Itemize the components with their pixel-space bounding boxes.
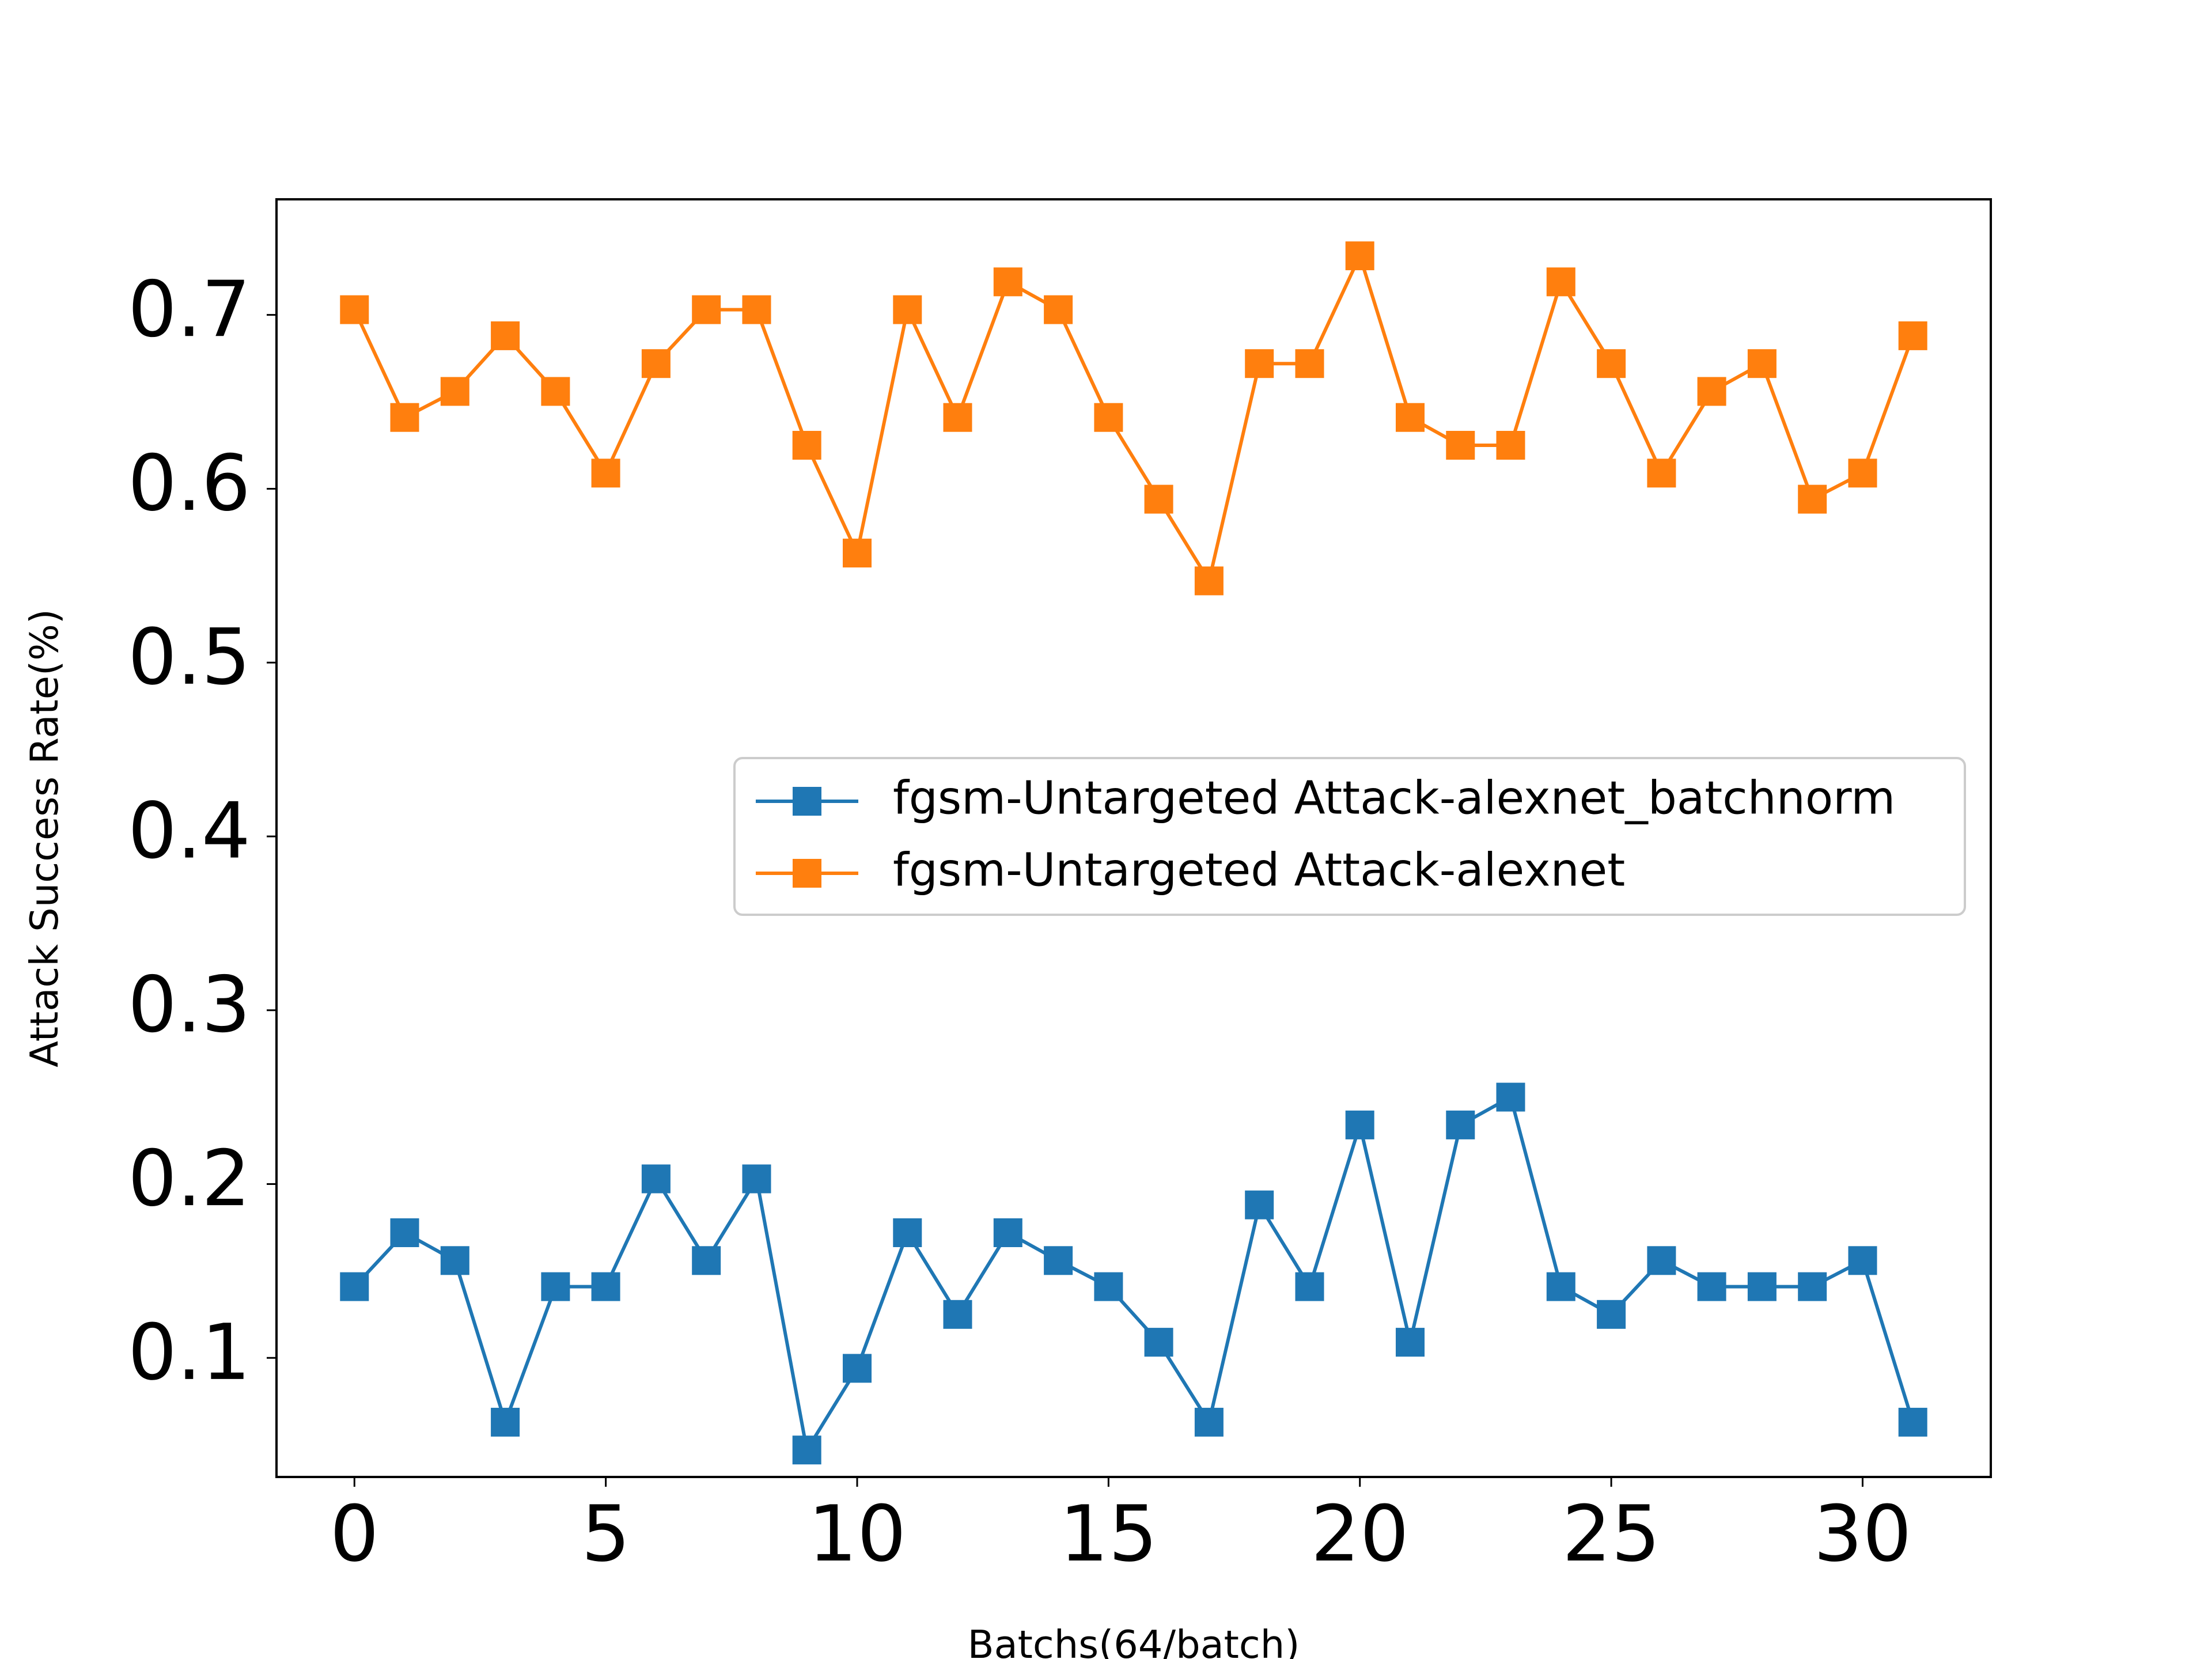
series-2 [340,241,1927,596]
series-1-point-29 [1798,1272,1827,1301]
series-1-point-8 [742,1164,771,1194]
series-2-point-23 [1496,431,1525,460]
series-1-point-28 [1747,1272,1777,1301]
legend-box [733,757,1966,916]
y-tick-label-0.7: 0.7 [128,264,251,354]
y-axis-ticks: 0.1 0.2 0.3 0.4 0.5 0.6 0.7 [128,264,276,1397]
legend: fgsm-Untargeted Attack-alexnet_batchnorm… [733,757,1966,916]
series-1-point-24 [1546,1272,1575,1301]
series-1-point-5 [591,1272,620,1301]
series-1-point-21 [1396,1328,1425,1357]
series-1-point-27 [1697,1272,1726,1301]
series-1-point-20 [1345,1110,1374,1139]
series-2-point-0 [340,295,369,324]
series-2-point-11 [893,295,922,324]
x-tick-label-0: 0 [330,1489,379,1579]
series-2-point-22 [1446,431,1475,460]
y-tick-label-0.5: 0.5 [128,612,251,702]
legend-entry-1-label: fgsm-Untargeted Attack-alexnet_batchnorm [893,771,1895,824]
series-2-point-6 [641,349,671,378]
series-1-point-3 [491,1407,520,1437]
series-1-point-12 [943,1300,972,1329]
series-2-point-30 [1848,459,1877,488]
x-axis-ticks: 0 5 10 15 20 25 30 [330,1477,1912,1579]
series-2-point-3 [491,321,520,350]
series-2-point-20 [1345,241,1374,271]
series-1-point-4 [541,1272,570,1301]
series-2-point-7 [692,295,721,324]
y-tick-label-0.3: 0.3 [128,960,251,1050]
x-tick-label-25: 25 [1562,1489,1661,1579]
series-1-point-13 [993,1218,1022,1247]
series-2-point-26 [1647,459,1676,488]
y-tick-label-0.1: 0.1 [128,1308,251,1397]
x-tick-label-15: 15 [1059,1489,1158,1579]
series-1 [340,1082,1927,1465]
series-1-point-1 [390,1218,419,1247]
series-2-point-31 [1898,321,1927,350]
series-1-point-23 [1496,1082,1525,1112]
series-2-point-16 [1144,484,1173,514]
series-2-point-12 [943,403,972,432]
series-2-point-27 [1697,377,1726,406]
series-2-point-28 [1747,349,1777,378]
series-1-point-6 [641,1164,671,1194]
series-1-point-22 [1446,1110,1475,1139]
x-axis-title: Batchs(64/batch) [968,1622,1300,1659]
y-tick-label-0.6: 0.6 [128,438,251,528]
series-2-point-17 [1194,566,1224,596]
series-2-point-18 [1245,349,1274,378]
legend-entry-2-label: fgsm-Untargeted Attack-alexnet [893,843,1625,896]
series-2-point-2 [440,377,469,406]
series-2-point-9 [792,431,821,460]
series-1-point-26 [1647,1246,1676,1275]
series-2-point-15 [1094,403,1123,432]
series-1-point-16 [1144,1328,1173,1357]
series-1-point-7 [692,1246,721,1275]
series-1-point-14 [1044,1246,1073,1275]
series-2-point-8 [742,295,771,324]
series-1-point-15 [1094,1272,1123,1301]
series-2-point-29 [1798,484,1827,514]
series-1-point-2 [440,1246,469,1275]
plot-frame [275,198,1992,1478]
legend-entry-2-marker [793,859,821,888]
legend-entry-2: fgsm-Untargeted Attack-alexnet [756,843,1625,896]
x-tick-label-5: 5 [581,1489,630,1579]
y-tick-label-0.4: 0.4 [128,786,251,876]
series-2-point-24 [1546,267,1575,297]
legend-items: fgsm-Untargeted Attack-alexnet_batchnorm… [756,771,1895,896]
series-1-point-31 [1898,1407,1927,1437]
series-2-point-5 [591,459,620,488]
series-1-point-9 [792,1435,821,1465]
x-tick-label-10: 10 [808,1489,907,1579]
series-2-point-4 [541,377,570,406]
y-axis-title: Attack Success Rate(%) [22,609,67,1067]
series-1-point-10 [843,1354,872,1383]
series-2-point-13 [993,267,1022,297]
series-2-point-14 [1044,295,1073,324]
legend-entry-1-marker [793,787,821,816]
series-1-point-18 [1245,1190,1274,1219]
series-2-point-1 [390,403,419,432]
series-1-point-11 [893,1218,922,1247]
series-1-point-30 [1848,1246,1877,1275]
series-1-point-0 [340,1272,369,1301]
x-tick-label-20: 20 [1310,1489,1409,1579]
series-2-point-21 [1396,403,1425,432]
series-1-point-19 [1295,1272,1324,1301]
y-tick-label-0.2: 0.2 [128,1134,251,1224]
series-2-point-25 [1597,349,1626,378]
legend-entry-1: fgsm-Untargeted Attack-alexnet_batchnorm [756,771,1895,824]
series-2-point-10 [843,539,872,568]
x-tick-label-30: 30 [1813,1489,1912,1579]
series-1-point-25 [1597,1300,1626,1329]
series-2-line [353,254,1915,583]
series-layer [340,241,1927,1465]
series-1-point-17 [1194,1407,1224,1437]
series-2-point-19 [1295,349,1324,378]
